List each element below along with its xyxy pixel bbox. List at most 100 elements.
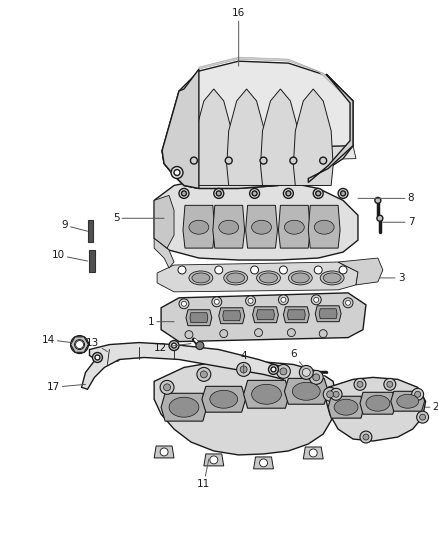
Circle shape: [259, 459, 267, 467]
Polygon shape: [318, 309, 336, 319]
Circle shape: [353, 378, 365, 390]
Circle shape: [280, 297, 285, 302]
Polygon shape: [190, 313, 207, 322]
Circle shape: [250, 266, 258, 274]
Circle shape: [337, 189, 347, 198]
Circle shape: [74, 340, 85, 350]
Polygon shape: [154, 238, 173, 268]
Circle shape: [285, 191, 290, 196]
Polygon shape: [186, 310, 211, 326]
Ellipse shape: [259, 273, 277, 283]
Polygon shape: [161, 393, 206, 421]
Circle shape: [419, 414, 425, 420]
Circle shape: [249, 189, 259, 198]
Circle shape: [362, 434, 368, 440]
Polygon shape: [307, 205, 339, 248]
Ellipse shape: [223, 271, 247, 285]
Polygon shape: [154, 361, 336, 455]
Polygon shape: [390, 391, 424, 411]
Polygon shape: [245, 205, 277, 248]
Text: 12: 12: [153, 343, 191, 352]
Circle shape: [322, 387, 336, 401]
Polygon shape: [287, 310, 304, 320]
Circle shape: [359, 431, 371, 443]
Text: 8: 8: [357, 193, 413, 204]
Polygon shape: [162, 146, 352, 189]
Circle shape: [302, 368, 310, 376]
Circle shape: [236, 362, 250, 376]
Polygon shape: [284, 378, 328, 404]
Ellipse shape: [291, 273, 308, 283]
Circle shape: [181, 301, 186, 306]
Circle shape: [214, 300, 219, 304]
Ellipse shape: [169, 397, 198, 417]
Circle shape: [376, 215, 382, 221]
Circle shape: [251, 191, 257, 196]
Polygon shape: [222, 311, 240, 321]
Polygon shape: [194, 89, 233, 185]
Circle shape: [216, 191, 221, 196]
Polygon shape: [201, 386, 245, 412]
Circle shape: [179, 299, 188, 309]
Ellipse shape: [322, 273, 340, 283]
Polygon shape: [337, 258, 382, 285]
Polygon shape: [252, 307, 278, 322]
Polygon shape: [314, 306, 340, 322]
Polygon shape: [307, 74, 352, 182]
Polygon shape: [198, 57, 352, 101]
Circle shape: [279, 266, 287, 274]
Circle shape: [299, 366, 313, 379]
Polygon shape: [71, 337, 88, 352]
Ellipse shape: [251, 220, 271, 234]
Circle shape: [214, 266, 222, 274]
Polygon shape: [162, 69, 198, 189]
Circle shape: [315, 191, 320, 196]
Polygon shape: [218, 308, 244, 324]
Circle shape: [326, 391, 333, 398]
Circle shape: [313, 189, 322, 198]
Circle shape: [177, 266, 186, 274]
Polygon shape: [162, 61, 352, 189]
Polygon shape: [81, 343, 283, 389]
Polygon shape: [293, 89, 332, 185]
Ellipse shape: [319, 271, 343, 285]
Circle shape: [318, 329, 326, 337]
Text: 7: 7: [382, 217, 413, 227]
Polygon shape: [87, 220, 93, 242]
Text: 9: 9: [61, 220, 87, 231]
Ellipse shape: [226, 273, 244, 283]
Polygon shape: [278, 205, 310, 248]
Polygon shape: [162, 146, 355, 164]
Text: 3: 3: [379, 273, 403, 283]
Circle shape: [181, 191, 186, 196]
Text: 2: 2: [425, 402, 438, 412]
Circle shape: [71, 336, 88, 353]
Circle shape: [245, 296, 255, 306]
Circle shape: [75, 341, 83, 349]
Polygon shape: [89, 250, 95, 272]
Text: 10: 10: [51, 250, 87, 261]
Circle shape: [283, 189, 293, 198]
Circle shape: [200, 371, 207, 378]
Circle shape: [169, 341, 179, 351]
Polygon shape: [212, 205, 244, 248]
Polygon shape: [303, 447, 322, 459]
Circle shape: [383, 378, 395, 390]
Polygon shape: [154, 196, 173, 248]
Circle shape: [179, 189, 188, 198]
Circle shape: [342, 298, 352, 308]
Circle shape: [340, 191, 345, 196]
Circle shape: [279, 368, 286, 375]
Circle shape: [332, 391, 338, 397]
Circle shape: [259, 157, 266, 164]
Circle shape: [276, 365, 290, 378]
Ellipse shape: [333, 399, 357, 415]
Polygon shape: [260, 89, 300, 185]
Circle shape: [312, 374, 319, 381]
Circle shape: [345, 300, 350, 305]
Circle shape: [411, 389, 423, 400]
Circle shape: [173, 169, 180, 175]
Polygon shape: [325, 377, 425, 441]
Polygon shape: [256, 310, 274, 320]
Polygon shape: [183, 205, 214, 248]
